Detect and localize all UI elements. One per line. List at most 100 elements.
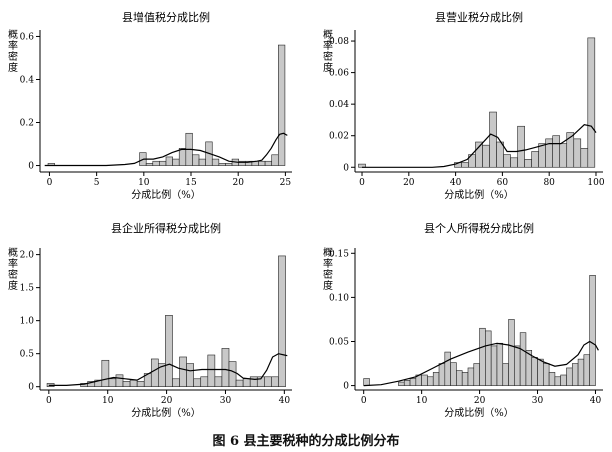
figure-caption: 图 6 县主要税种的分成比例分布 bbox=[212, 434, 400, 449]
histogram-bar bbox=[583, 354, 590, 386]
x-tick-label: 100 bbox=[587, 178, 604, 188]
histogram-bar bbox=[580, 148, 589, 168]
x-tick-label: 10 bbox=[416, 396, 428, 406]
histogram-bar bbox=[271, 154, 279, 166]
histogram-bar bbox=[211, 158, 220, 166]
y-axis-label: 概率密度 bbox=[8, 246, 18, 292]
x-tick-label: 80 bbox=[543, 178, 555, 188]
y-axis-label-char: 密 bbox=[323, 50, 333, 63]
histogram-bar bbox=[115, 374, 124, 387]
x-axis-label: 分成比例（%） bbox=[131, 188, 201, 201]
y-axis-label-char: 密 bbox=[8, 268, 18, 281]
density-curve bbox=[362, 124, 597, 168]
y-tick-label: 0.10 bbox=[329, 293, 349, 303]
histogram-bar bbox=[363, 378, 370, 386]
histogram-bar bbox=[221, 348, 230, 387]
histogram-bar bbox=[145, 163, 154, 166]
histogram-bar bbox=[510, 157, 518, 168]
histogram-bar bbox=[165, 315, 173, 387]
y-tick-label: 0.2 bbox=[20, 119, 34, 129]
histogram-bar bbox=[228, 361, 237, 387]
y-axis-label-char: 率 bbox=[8, 39, 18, 52]
histogram-bar bbox=[461, 162, 469, 168]
y-axis-label-char: 密 bbox=[8, 50, 18, 63]
x-tick-label: 20 bbox=[232, 178, 244, 188]
y-tick-label: 0 bbox=[28, 162, 34, 172]
x-tick-label: 15 bbox=[185, 178, 197, 188]
x-tick-label: 30 bbox=[532, 396, 544, 406]
x-tick-label: 10 bbox=[102, 396, 114, 406]
chart-title: 县个人所得税分成比例 bbox=[424, 221, 534, 235]
histogram-bar bbox=[524, 159, 532, 168]
histogram-bar bbox=[559, 143, 568, 168]
x-tick-label: 20 bbox=[403, 178, 415, 188]
histogram-bar bbox=[577, 358, 585, 386]
histogram-bar bbox=[456, 370, 463, 386]
histogram-bar bbox=[198, 158, 206, 166]
y-tick-label: 0.05 bbox=[329, 337, 349, 347]
x-axis-label: 分成比例（%） bbox=[444, 406, 514, 419]
x-axis-label: 分成比例（%） bbox=[131, 406, 201, 419]
histogram-bar bbox=[225, 163, 233, 166]
y-axis-label-char: 度 bbox=[8, 61, 18, 74]
histogram-bar bbox=[552, 135, 561, 168]
x-axis-label: 分成比例（%） bbox=[444, 188, 514, 201]
x-tick-label: 40 bbox=[450, 178, 462, 188]
histogram-bar bbox=[421, 374, 428, 386]
density-curve bbox=[363, 340, 599, 387]
y-axis-label-char: 概 bbox=[323, 28, 333, 41]
histogram-bar bbox=[178, 148, 187, 166]
histogram-bar bbox=[264, 160, 273, 166]
histogram-bar bbox=[571, 363, 579, 386]
histogram-bar bbox=[503, 154, 511, 168]
chart-title: 县企业所得税分成比例 bbox=[111, 221, 221, 235]
histogram-bar bbox=[473, 363, 480, 386]
y-axis-label-char: 率 bbox=[323, 39, 333, 52]
y-axis-label-char: 度 bbox=[323, 61, 333, 74]
y-axis-label-char: 度 bbox=[323, 279, 333, 292]
histogram-bar bbox=[218, 163, 226, 166]
y-tick-label: 0.5 bbox=[20, 350, 35, 360]
x-tick-label: 30 bbox=[220, 396, 232, 406]
histogram-bar bbox=[566, 367, 573, 386]
histogram-bar bbox=[537, 358, 544, 386]
histogram-bar bbox=[235, 379, 244, 387]
histogram-bar bbox=[548, 372, 556, 386]
density-curve bbox=[44, 132, 288, 167]
histogram-bar bbox=[129, 379, 138, 387]
density-curve bbox=[48, 353, 288, 386]
histogram-bar bbox=[489, 111, 497, 168]
x-tick-label: 40 bbox=[590, 396, 602, 406]
y-tick-label: 0 bbox=[343, 163, 349, 173]
histogram-bar bbox=[172, 378, 180, 387]
histogram-bar bbox=[152, 160, 160, 166]
histogram-bar bbox=[502, 363, 509, 386]
x-tick-label: 0 bbox=[46, 396, 52, 406]
histogram-bar bbox=[573, 138, 582, 168]
y-tick-label: 0.6 bbox=[20, 32, 35, 42]
histogram-bar bbox=[589, 275, 596, 386]
x-tick-label: 0 bbox=[361, 396, 367, 406]
histogram-bar bbox=[398, 381, 405, 386]
histogram-bar bbox=[101, 359, 110, 387]
histogram-bar bbox=[165, 156, 173, 166]
x-tick-label: 20 bbox=[474, 396, 486, 406]
x-tick-label: 0 bbox=[47, 178, 53, 188]
histogram-bar bbox=[271, 376, 279, 387]
histogram-bar bbox=[136, 381, 145, 387]
histogram-bar bbox=[485, 330, 492, 386]
histogram-bar bbox=[108, 378, 117, 387]
y-tick-label: 0 bbox=[28, 383, 34, 393]
x-tick-label: 60 bbox=[497, 178, 509, 188]
histogram-bar bbox=[179, 356, 187, 387]
y-axis-label-char: 概 bbox=[8, 246, 18, 259]
histogram-bar bbox=[192, 154, 200, 166]
y-axis-label: 概率密度 bbox=[323, 246, 333, 292]
histogram-bar bbox=[587, 37, 596, 168]
x-tick-label: 20 bbox=[161, 396, 173, 406]
histogram-bar bbox=[278, 44, 286, 166]
y-axis-label: 概率密度 bbox=[323, 28, 333, 74]
